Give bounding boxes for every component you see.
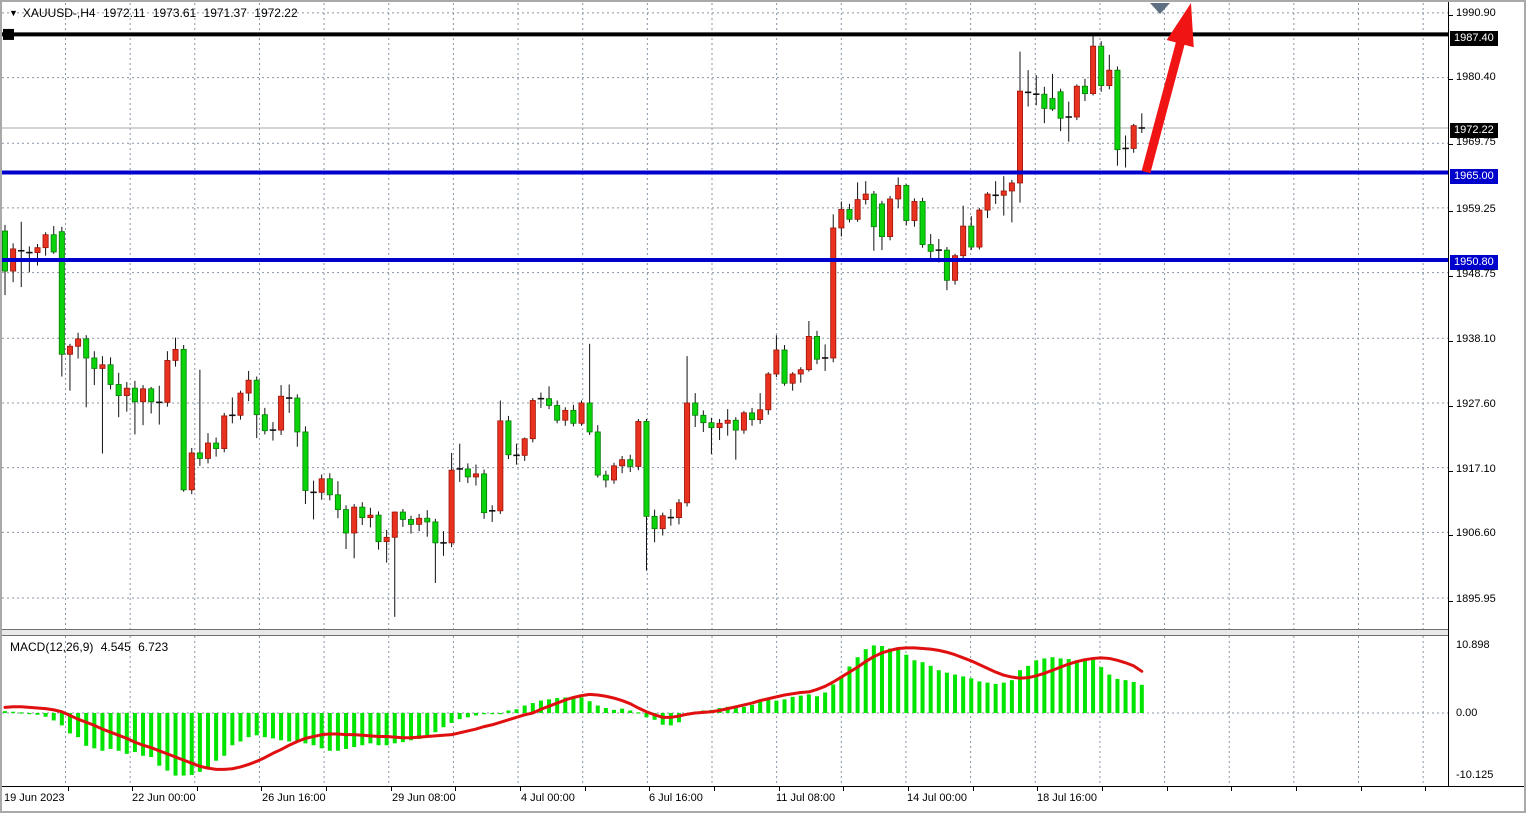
price-axis-label-1990.90: 1990.90 [1456, 7, 1496, 19]
time-axis-tick [326, 787, 328, 791]
time-axis-tick [1295, 787, 1297, 791]
price-tag-1950.80: 1950.80 [1450, 255, 1498, 270]
time-axis-tick [67, 787, 69, 791]
price-axis-tick [1449, 79, 1453, 80]
time-axis-label: 26 Jun 16:00 [262, 792, 326, 804]
quote-close: 1972.22 [254, 6, 298, 20]
price-axis-label-1959.25: 1959.25 [1456, 203, 1496, 215]
price-axis-tick [1449, 406, 1453, 407]
quote-low: 1971.37 [203, 6, 247, 20]
quote-open: 1972.11 [102, 6, 146, 20]
time-axis-tick [649, 787, 651, 791]
macd-signal-line [3, 646, 1144, 771]
time-axis-label: 6 Jul 16:00 [649, 792, 703, 804]
macd-signal-value: 6.723 [138, 640, 169, 654]
macd-histogram [3, 645, 1144, 776]
price-axis-label-1917.10: 1917.10 [1456, 463, 1496, 475]
chart-title: ▼ XAUUSD-,H4 1972.11 1973.61 1971.37 1972… [9, 6, 302, 20]
price-axis-tick [1449, 535, 1453, 536]
time-axis-tick [520, 787, 522, 791]
price-axis-label-1895.95: 1895.95 [1456, 593, 1496, 605]
price-axis-label-1969.75: 1969.75 [1456, 136, 1496, 148]
time-axis-tick [455, 787, 457, 791]
pane-separator[interactable] [2, 629, 1524, 636]
price-axis-label-1938.10: 1938.10 [1456, 333, 1496, 345]
chart-shift-marker-icon[interactable] [1150, 3, 1170, 14]
time-axis-label: 14 Jul 00:00 [907, 792, 967, 804]
price-axis-label-1927.60: 1927.60 [1456, 398, 1496, 410]
price-axis-divider [1448, 2, 1449, 786]
time-axis-tick [1037, 787, 1039, 791]
tick-down-icon: ▼ [9, 8, 18, 18]
time-axis-tick [132, 787, 134, 791]
time-axis-tick [1101, 787, 1103, 791]
macd-main-value: 4.545 [100, 640, 131, 654]
time-axis-tick [972, 787, 974, 791]
price-axis-label-1948.75: 1948.75 [1456, 268, 1496, 280]
time-axis-tick [843, 787, 845, 791]
level-line-1987.4[interactable] [2, 28, 1448, 40]
time-axis-tick [778, 787, 780, 791]
macd-indicator-readout: MACD(12,26,9) 4.545 6.723 [10, 640, 172, 654]
macd-axis-label-0.00: 0.00 [1456, 707, 1478, 719]
macd-indicator-canvas[interactable] [2, 636, 1448, 786]
price-grid-layer [2, 3, 1448, 631]
time-axis-tick [714, 787, 715, 791]
time-axis-label: 19 Jun 2023 [4, 792, 65, 804]
time-axis-tick [1231, 787, 1233, 791]
macd-axis-label-10.898: 10.898 [1456, 639, 1490, 651]
trend-arrow[interactable] [1141, 3, 1194, 174]
time-axis-tick [1166, 787, 1168, 791]
price-axis-tick [1449, 471, 1453, 472]
time-axis-label: 18 Jul 16:00 [1037, 792, 1097, 804]
price-chart-canvas[interactable] [2, 3, 1448, 631]
chart-symbol-timeframe: XAUUSD-,H4 [22, 6, 96, 20]
time-axis-divider [2, 786, 1524, 787]
time-axis-tick [1425, 787, 1427, 791]
price-tag-1987.40: 1987.40 [1450, 31, 1498, 46]
price-axis-tick [1449, 276, 1453, 277]
price-axis-tick [1449, 15, 1453, 16]
time-axis-label: 4 Jul 00:00 [521, 792, 575, 804]
time-axis[interactable]: 19 Jun 2023 22 Jun 00:00 26 Jun 16:00 29 Ju… [2, 787, 1524, 811]
macd-label: MACD(12,26,9) [10, 640, 94, 654]
time-axis-label: 22 Jun 00:00 [132, 792, 196, 804]
time-axis-label: 29 Jun 08:00 [392, 792, 456, 804]
price-axis-label-1980.40: 1980.40 [1456, 71, 1496, 83]
price-tag-1972.22: 1972.22 [1450, 123, 1498, 138]
time-axis-label: 11 Jul 08:00 [776, 792, 836, 804]
price-axis-tick [1449, 211, 1453, 212]
price-tag-1965.00: 1965.00 [1450, 169, 1498, 184]
time-axis-tick [196, 787, 198, 791]
time-axis-tick [1360, 787, 1362, 791]
time-axis-tick [907, 787, 909, 791]
time-axis-tick [390, 787, 392, 791]
candles-layer [2, 33, 1145, 617]
time-axis-tick [261, 787, 263, 791]
macd-grid-layer [2, 636, 1448, 786]
price-axis-tick [1449, 601, 1453, 602]
price-axis-tick [1449, 144, 1453, 145]
quote-high: 1973.61 [152, 6, 197, 20]
price-axis-label-1906.60: 1906.60 [1456, 527, 1496, 539]
price-axis-tick [1449, 341, 1453, 342]
time-axis-tick [584, 787, 586, 791]
macd-axis-label--10.125: -10.125 [1456, 769, 1494, 781]
price-axis[interactable]: 1990.90 1987.40 1980.40 1972.22 1969.75 1965.… [1449, 2, 1524, 786]
